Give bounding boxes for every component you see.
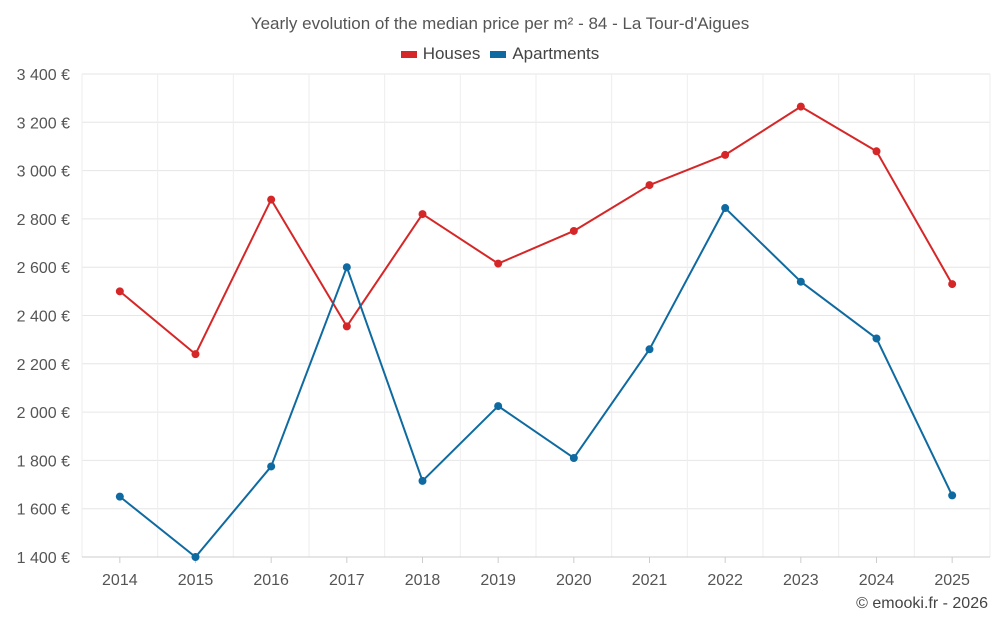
series-line-houses <box>119 105 954 356</box>
data-point-apartments[interactable] <box>494 402 503 411</box>
y-tick-label: 2 800 € <box>17 212 70 229</box>
data-point-houses[interactable] <box>191 350 200 359</box>
data-point-houses[interactable] <box>721 150 730 159</box>
data-point-apartments[interactable] <box>569 453 578 462</box>
data-point-apartments[interactable] <box>191 553 200 561</box>
data-point-apartments[interactable] <box>872 334 881 343</box>
chart-title: Yearly evolution of the median price per… <box>250 14 750 33</box>
x-tick-label: 2025 <box>934 572 970 589</box>
data-point-houses[interactable] <box>796 102 805 111</box>
data-point-houses[interactable] <box>494 259 503 268</box>
legend-swatch-apartments <box>490 50 507 58</box>
x-tick-label: 2022 <box>707 572 743 589</box>
x-tick-label: 2014 <box>102 572 138 589</box>
y-tick-label: 3 400 € <box>17 67 70 84</box>
x-tick-label: 2018 <box>405 572 441 589</box>
data-point-houses[interactable] <box>645 181 654 190</box>
x-tick-label: 2024 <box>859 572 895 589</box>
y-tick-label: 2 000 € <box>17 405 70 422</box>
data-point-apartments[interactable] <box>418 476 427 485</box>
y-tick-label: 3 000 € <box>17 164 70 181</box>
x-tick-label: 2016 <box>253 572 289 589</box>
y-tick-label: 2 600 € <box>17 260 70 277</box>
legend-item-houses[interactable]: Houses <box>400 44 481 64</box>
y-tick-label: 2 400 € <box>17 309 70 326</box>
legend-swatch-houses <box>400 50 417 58</box>
legend-item-apartments[interactable]: Apartments <box>490 44 599 64</box>
data-point-apartments[interactable] <box>115 492 124 501</box>
data-point-houses[interactable] <box>342 322 351 331</box>
y-tick-label: 2 200 € <box>17 357 70 374</box>
data-point-apartments[interactable] <box>267 462 276 471</box>
x-tick-label: 2017 <box>329 572 365 589</box>
data-point-houses[interactable] <box>569 226 578 235</box>
data-point-apartments[interactable] <box>645 345 654 354</box>
data-point-houses[interactable] <box>872 147 881 156</box>
x-tick-label: 2020 <box>556 572 592 589</box>
x-tick-label: 2023 <box>783 572 819 589</box>
grid <box>81 73 991 558</box>
data-point-houses[interactable] <box>115 287 124 296</box>
y-tick-label: 1 800 € <box>17 453 70 470</box>
data-point-apartments[interactable] <box>721 204 730 213</box>
data-point-apartments[interactable] <box>342 263 351 272</box>
data-point-houses[interactable] <box>948 280 957 289</box>
credit-text: © emooki.fr - 2026 <box>856 595 988 612</box>
y-tick-label: 3 200 € <box>17 115 70 132</box>
series-line-apartments <box>119 207 954 558</box>
x-tick-label: 2021 <box>632 572 668 589</box>
x-tick-label: 2015 <box>178 572 214 589</box>
y-tick-label: 1 400 € <box>17 550 70 567</box>
data-point-apartments[interactable] <box>948 491 957 500</box>
series-group <box>115 102 957 561</box>
legend-label-houses: Houses <box>422 44 481 63</box>
legend-label-apartments: Apartments <box>512 44 600 63</box>
data-point-houses[interactable] <box>418 210 427 219</box>
y-tick-label: 1 600 € <box>17 502 70 519</box>
x-tick-label: 2019 <box>480 572 516 589</box>
data-point-apartments[interactable] <box>796 277 805 286</box>
data-point-houses[interactable] <box>267 195 276 204</box>
axes: 1 400 € 1 600 € 1 800 € 2 000 € 2 200 € 2 400… <box>17 67 990 589</box>
legend: Houses Apartments <box>0 44 1000 64</box>
